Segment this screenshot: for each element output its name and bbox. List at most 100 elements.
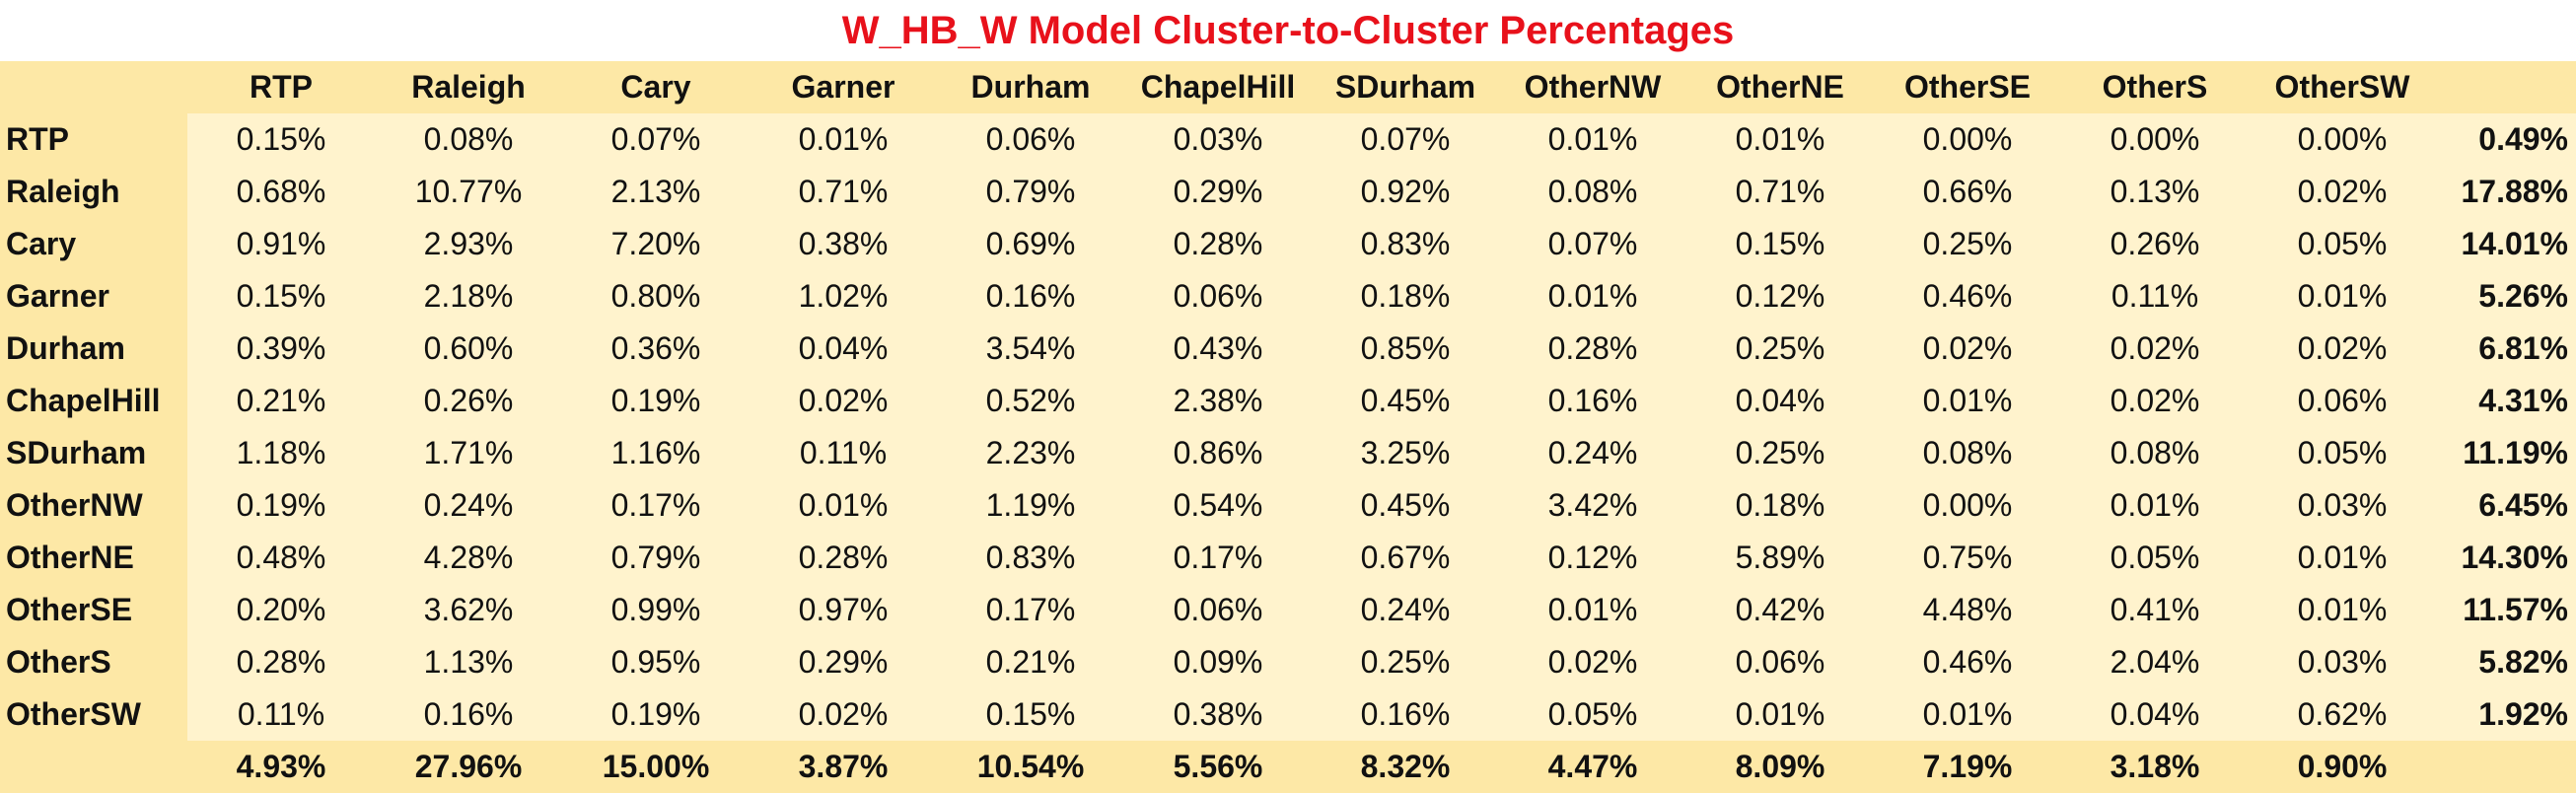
table-cell: 0.83%	[1312, 218, 1499, 270]
table-cell: 0.02%	[2249, 323, 2436, 375]
table-cell: 4.28%	[375, 532, 562, 584]
column-header: Raleigh	[375, 61, 562, 113]
table-cell: 0.95%	[562, 636, 750, 688]
table-cell: 0.04%	[750, 323, 937, 375]
table-cell: 0.05%	[2249, 218, 2436, 270]
row-label: OtherNW	[0, 479, 187, 532]
table-cell: 0.07%	[562, 113, 750, 166]
table-cell: 0.01%	[2249, 532, 2436, 584]
table-cell: 0.08%	[2061, 427, 2249, 479]
table-cell: 0.01%	[1499, 113, 1686, 166]
table-cell: 0.07%	[1312, 113, 1499, 166]
row-label: OtherSE	[0, 584, 187, 636]
table-cell: 4.48%	[1874, 584, 2061, 636]
total-column-header	[2436, 61, 2576, 113]
table-cell: 3.25%	[1312, 427, 1499, 479]
table-cell: 0.38%	[750, 218, 937, 270]
table-cell: 0.16%	[375, 688, 562, 741]
table-cell: 0.38%	[1124, 688, 1312, 741]
table-cell: 0.05%	[2249, 427, 2436, 479]
table-cell: 0.21%	[187, 375, 375, 427]
table-row: Cary 0.91% 2.93% 7.20% 0.38% 0.69% 0.28% 0.83% 0…	[0, 218, 2576, 270]
table-cell: 0.01%	[1874, 688, 2061, 741]
table-cell: 0.18%	[1312, 270, 1499, 323]
column-header: OtherNW	[1499, 61, 1686, 113]
table-cell: 0.18%	[1686, 479, 1874, 532]
table-cell: 0.02%	[1874, 323, 2061, 375]
table-cell: 0.01%	[2249, 584, 2436, 636]
table-row: Raleigh 0.68% 10.77% 2.13% 0.71% 0.79% 0.29% 0.…	[0, 166, 2576, 218]
table-cell: 3.62%	[375, 584, 562, 636]
column-header: Cary	[562, 61, 750, 113]
table-cell: 0.86%	[1124, 427, 1312, 479]
table-cell: 0.08%	[1874, 427, 2061, 479]
table-cell: 0.80%	[562, 270, 750, 323]
table-cell: 0.05%	[1499, 688, 1686, 741]
table-cell: 0.02%	[2061, 323, 2249, 375]
table-cell: 0.92%	[1312, 166, 1499, 218]
table-cell: 0.15%	[937, 688, 1124, 741]
column-total: 3.87%	[750, 741, 937, 793]
table-cell: 0.00%	[1874, 113, 2061, 166]
column-header: SDurham	[1312, 61, 1499, 113]
column-total: 4.93%	[187, 741, 375, 793]
table-cell: 0.08%	[375, 113, 562, 166]
table-cell: 0.36%	[562, 323, 750, 375]
table-cell: 0.19%	[187, 479, 375, 532]
table-cell: 3.42%	[1499, 479, 1686, 532]
table-row: OtherSE 0.20% 3.62% 0.99% 0.97% 0.17% 0.06% 0.2…	[0, 584, 2576, 636]
table-cell: 3.54%	[937, 323, 1124, 375]
table-row: OtherSW 0.11% 0.16% 0.19% 0.02% 0.15% 0.38% 0.1…	[0, 688, 2576, 741]
table-cell: 0.97%	[750, 584, 937, 636]
table-cell: 0.00%	[2249, 113, 2436, 166]
table-cell: 0.16%	[1499, 375, 1686, 427]
row-label: ChapelHill	[0, 375, 187, 427]
column-total: 8.09%	[1686, 741, 1874, 793]
table-cell: 0.06%	[2249, 375, 2436, 427]
table-cell: 0.41%	[2061, 584, 2249, 636]
table-cell: 0.02%	[2061, 375, 2249, 427]
table-cell: 0.60%	[375, 323, 562, 375]
table-cell: 0.21%	[937, 636, 1124, 688]
table-cell: 1.19%	[937, 479, 1124, 532]
column-totals-row: 4.93% 27.96% 15.00% 3.87% 10.54% 5.56% 8…	[0, 741, 2576, 793]
row-total: 1.92%	[2436, 688, 2576, 741]
column-total: 4.47%	[1499, 741, 1686, 793]
column-header: OtherS	[2061, 61, 2249, 113]
table-cell: 0.02%	[1499, 636, 1686, 688]
table-cell: 0.07%	[1499, 218, 1686, 270]
row-label: OtherSW	[0, 688, 187, 741]
column-total: 7.19%	[1874, 741, 2061, 793]
table-cell: 0.01%	[1499, 270, 1686, 323]
row-label: RTP	[0, 113, 187, 166]
table-cell: 0.01%	[1499, 584, 1686, 636]
row-label: Cary	[0, 218, 187, 270]
row-total: 0.49%	[2436, 113, 2576, 166]
table-cell: 1.16%	[562, 427, 750, 479]
table-cell: 0.39%	[187, 323, 375, 375]
table-cell: 0.16%	[1312, 688, 1499, 741]
row-total: 14.30%	[2436, 532, 2576, 584]
totals-row-label	[0, 741, 187, 793]
table-cell: 1.18%	[187, 427, 375, 479]
row-label: OtherS	[0, 636, 187, 688]
table-cell: 0.15%	[1686, 218, 1874, 270]
column-total: 15.00%	[562, 741, 750, 793]
table-cell: 0.75%	[1874, 532, 2061, 584]
table-cell: 0.42%	[1686, 584, 1874, 636]
row-total: 6.81%	[2436, 323, 2576, 375]
table-row: Durham 0.39% 0.60% 0.36% 0.04% 3.54% 0.43% 0.85…	[0, 323, 2576, 375]
table-cell: 0.01%	[2249, 270, 2436, 323]
table-cell: 0.11%	[750, 427, 937, 479]
table-cell: 0.26%	[375, 375, 562, 427]
table-title: W_HB_W Model Cluster-to-Cluster Percenta…	[0, 0, 2576, 61]
table-cell: 0.08%	[1499, 166, 1686, 218]
table-cell: 0.46%	[1874, 636, 2061, 688]
table-row: SDurham 1.18% 1.71% 1.16% 0.11% 2.23% 0.86% 3.2…	[0, 427, 2576, 479]
table-cell: 0.01%	[750, 113, 937, 166]
table-cell: 0.01%	[2061, 479, 2249, 532]
table-cell: 0.99%	[562, 584, 750, 636]
row-total: 14.01%	[2436, 218, 2576, 270]
table-cell: 0.28%	[1499, 323, 1686, 375]
table-cell: 0.25%	[1686, 427, 1874, 479]
